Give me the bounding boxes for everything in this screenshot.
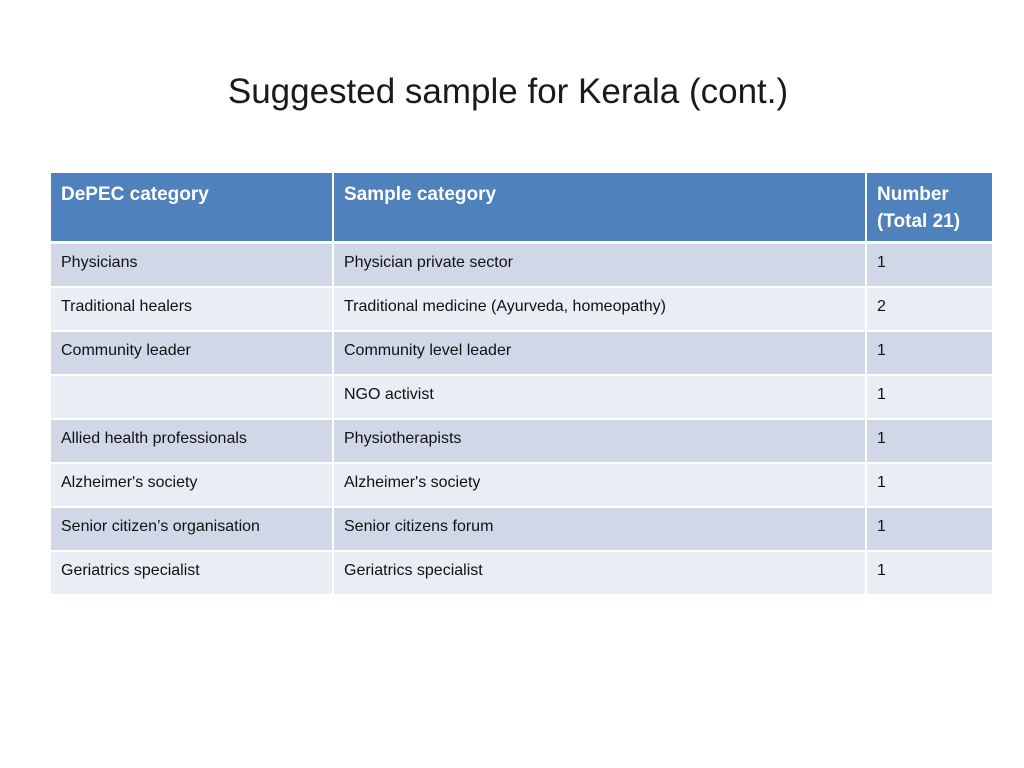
sample-table: DePEC category Sample category Number (T…: [51, 173, 992, 596]
header-depec-category: DePEC category: [51, 173, 334, 244]
cell-depec: Allied health professionals: [51, 420, 334, 464]
cell-number: 1: [867, 420, 992, 464]
table-row: Community leader Community level leader …: [51, 332, 992, 376]
cell-number: 1: [867, 552, 992, 596]
cell-sample: Geriatrics specialist: [334, 552, 867, 596]
cell-sample: Community level leader: [334, 332, 867, 376]
table-header-row: DePEC category Sample category Number (T…: [51, 173, 992, 244]
header-number-label: Number: [877, 184, 949, 205]
cell-depec: [51, 376, 334, 420]
table-row: Senior citizen’s organisation Senior cit…: [51, 508, 992, 552]
header-number-total: (Total 21): [877, 211, 961, 232]
table-row: Geriatrics specialist Geriatrics special…: [51, 552, 992, 596]
table-row: Traditional healers Traditional medicine…: [51, 288, 992, 332]
cell-sample: Physician private sector: [334, 244, 867, 288]
cell-number: 2: [867, 288, 992, 332]
cell-depec: Geriatrics specialist: [51, 552, 334, 596]
cell-sample: Senior citizens forum: [334, 508, 867, 552]
cell-sample: Traditional medicine (Ayurveda, homeopat…: [334, 288, 867, 332]
slide-title: Suggested sample for Kerala (cont.): [227, 72, 789, 111]
cell-depec: Senior citizen’s organisation: [51, 508, 334, 552]
cell-depec: Alzheimer's society: [51, 464, 334, 508]
table-row: Allied health professionals Physiotherap…: [51, 420, 992, 464]
cell-sample: Physiotherapists: [334, 420, 867, 464]
cell-depec: Traditional healers: [51, 288, 334, 332]
cell-number: 1: [867, 464, 992, 508]
cell-sample: Alzheimer's society: [334, 464, 867, 508]
cell-number: 1: [867, 508, 992, 552]
table-row: NGO activist 1: [51, 376, 992, 420]
cell-number: 1: [867, 332, 992, 376]
header-number: Number (Total 21): [867, 173, 992, 244]
table-row: Alzheimer's society Alzheimer's society …: [51, 464, 992, 508]
cell-number: 1: [867, 376, 992, 420]
cell-depec: Community leader: [51, 332, 334, 376]
table-row: Physicians Physician private sector 1: [51, 244, 992, 288]
cell-depec: Physicians: [51, 244, 334, 288]
header-sample-category: Sample category: [334, 173, 867, 244]
cell-sample: NGO activist: [334, 376, 867, 420]
cell-number: 1: [867, 244, 992, 288]
